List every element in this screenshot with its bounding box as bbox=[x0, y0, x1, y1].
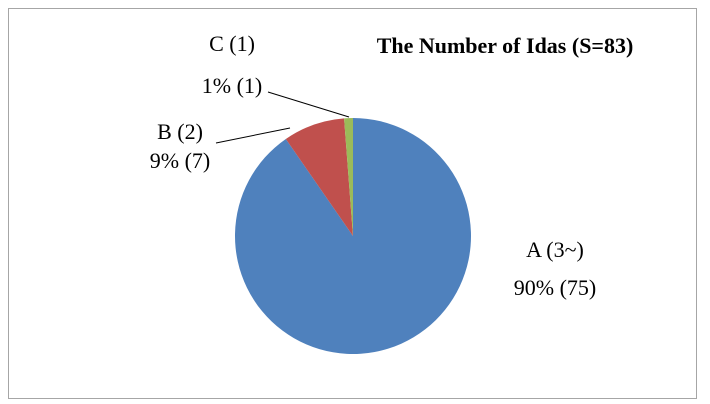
slice-value-label: 9% (7) bbox=[150, 148, 210, 173]
slice-category-label: A (3~) bbox=[526, 237, 584, 262]
leader-line bbox=[267, 91, 350, 118]
pie-slice bbox=[285, 118, 353, 236]
leader-line bbox=[215, 127, 291, 144]
slice-category-label: B (2) bbox=[157, 119, 203, 144]
slice-value-label: 1% (1) bbox=[202, 73, 262, 98]
chart-title: The Number of Idas (S=83) bbox=[377, 33, 634, 58]
pie-slice bbox=[344, 118, 353, 236]
slice-category-label: C (1) bbox=[209, 31, 255, 56]
slice-value-label: 90% (75) bbox=[514, 275, 596, 300]
